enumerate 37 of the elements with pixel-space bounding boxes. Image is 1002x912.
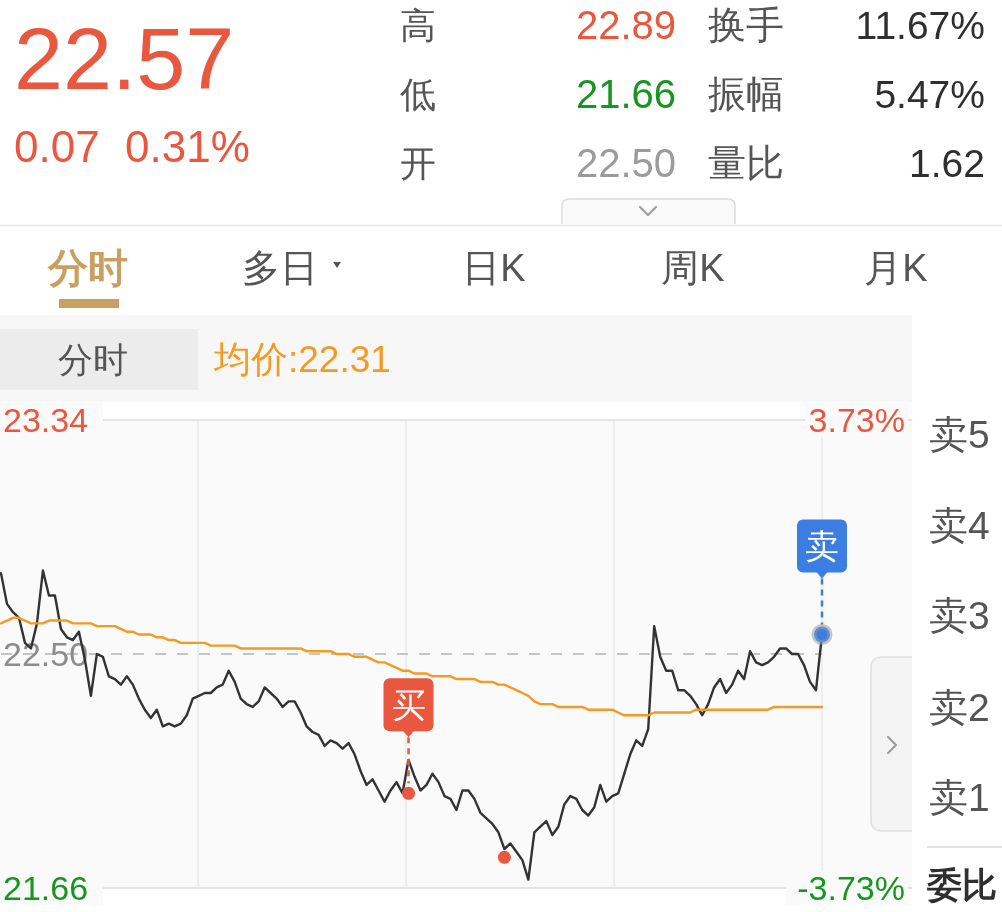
text: 量比 [708, 142, 784, 184]
text: 卖2 [929, 685, 990, 729]
text: 5.47% [874, 72, 985, 116]
text: 高 [400, 4, 436, 46]
data-label: 卖 [805, 527, 839, 565]
text: 月K [864, 247, 928, 289]
text: 振幅 [708, 73, 784, 115]
y-tick-label: 23.34 [3, 401, 89, 439]
text: 委比 [926, 864, 997, 904]
data-label: 买 [391, 685, 426, 724]
y2-tick-label: -3.73% [797, 869, 905, 907]
text: 低 [400, 73, 436, 115]
text: 0.07 [14, 121, 100, 171]
text: 1.62 [909, 141, 985, 185]
text: 多日 [242, 247, 318, 289]
text: 卖5 [929, 412, 990, 456]
text: 开 [400, 142, 436, 184]
y2-tick-label: 3.73% [808, 401, 905, 439]
text: 21.66 [575, 72, 676, 116]
text: 11.67% [855, 3, 985, 47]
text: 周K [661, 247, 725, 289]
text: 均价:22.31 [213, 338, 391, 380]
text: 22.50 [575, 141, 676, 185]
text: 卖4 [929, 503, 990, 547]
point [402, 786, 415, 800]
text: 卖1 [929, 775, 990, 819]
text: 22.57 [14, 8, 235, 108]
point [811, 624, 833, 645]
text: 日K [462, 247, 526, 289]
text: 0.31% [125, 121, 250, 171]
chart-title: 分时 [58, 339, 128, 379]
text: 卖3 [929, 593, 990, 637]
point [497, 850, 511, 864]
text: 分时 [47, 246, 128, 290]
text: 换手 [708, 4, 784, 46]
text: 22.89 [575, 3, 676, 47]
y-tick-label: 21.66 [3, 869, 89, 907]
